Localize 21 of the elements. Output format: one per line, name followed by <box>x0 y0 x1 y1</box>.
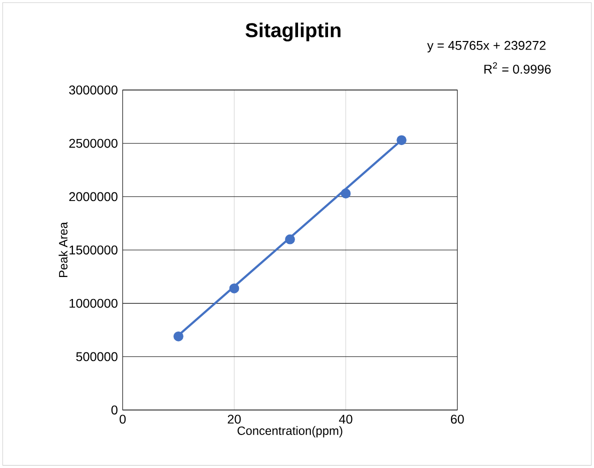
x-tick-label: 60 <box>450 414 464 424</box>
y-tick-label: 0 <box>111 406 118 414</box>
y-tick-label: 500000 <box>76 352 118 362</box>
y-tick-label: 2000000 <box>69 192 118 202</box>
chart-title: Sitagliptin <box>246 22 340 42</box>
x-tick-label: 40 <box>339 414 352 424</box>
y-tick-label: 1000000 <box>70 298 118 308</box>
x-axis-title: Concentration(ppm) <box>238 426 342 438</box>
point <box>229 283 240 294</box>
text: R$^{2}$ = 0.9996 <box>484 62 551 74</box>
text: y = 45765x + 239272 <box>427 40 546 52</box>
point <box>396 135 406 146</box>
y-axis-title: Peak Area <box>58 222 68 278</box>
x-tick-label: 0 <box>120 414 126 424</box>
point <box>340 188 351 198</box>
point <box>285 234 295 244</box>
y-tick-label: 2500000 <box>69 138 118 148</box>
x-tick-label: 20 <box>228 414 241 424</box>
y-tick-label: 3000000 <box>69 86 118 94</box>
y-tick-label: 1500000 <box>70 246 118 254</box>
point <box>174 331 184 342</box>
